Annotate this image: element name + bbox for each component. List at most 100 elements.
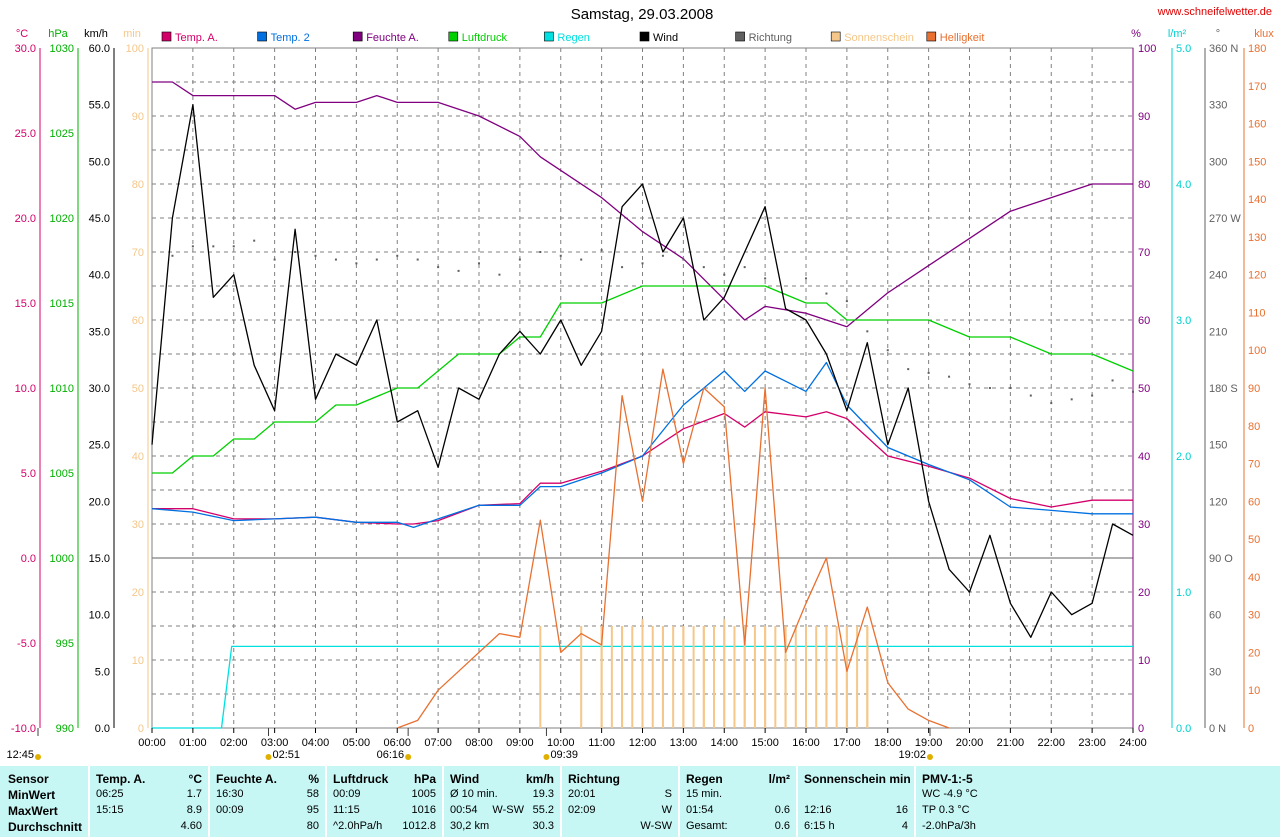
sunshine-axis-tick: 70 [132, 247, 144, 259]
stats-row: ^2.0hPa/h 1012.8 [327, 820, 442, 836]
legend-swatch [257, 31, 267, 42]
right-axes: 1009080706050403020100%5.04.03.02.01.00.… [1131, 28, 1274, 735]
sunshine-axis-tick: 0 [138, 723, 144, 735]
humidity-axis-tick: 90 [1138, 111, 1150, 123]
legend-swatch [735, 31, 745, 42]
legend-label: Luftdruck [462, 32, 508, 44]
wind-axis-tick: 0.0 [95, 723, 110, 735]
direction-point [559, 254, 562, 257]
x-tick-label: 09:00 [506, 737, 534, 749]
wind-axis-tick: 5.0 [95, 666, 110, 678]
humidity-axis-tick: 0 [1138, 723, 1144, 735]
stats-cell-value: 1016 [411, 804, 436, 816]
stats-cell-value: 19.3 [532, 788, 554, 800]
stats-header-label: Regen [686, 772, 723, 786]
direction-point [171, 254, 174, 257]
pressure-axis-tick: 1000 [50, 553, 74, 565]
x-tick-label: 20:00 [956, 737, 984, 749]
legend-label: Feuchte A. [366, 32, 419, 44]
stats-row: 11:15 1016 [327, 804, 442, 820]
x-tick-label: 16:00 [792, 737, 820, 749]
direction-axis-tick: 120 [1209, 496, 1227, 508]
stats-cell-time: 06:25 [96, 788, 124, 800]
humidity-axis-tick: 40 [1138, 451, 1150, 463]
direction-point [334, 258, 337, 261]
sunset-marker-label: 19:02 [898, 749, 926, 761]
brightness-axis-unit: klux [1254, 28, 1274, 40]
x-tick-label: 07:00 [424, 737, 452, 749]
stats-header-label: Temp. A. [96, 772, 146, 786]
x-tick-label: 14:00 [710, 737, 738, 749]
stats-row-label: MaxWert [0, 804, 88, 820]
temp-axis-tick: 5.0 [21, 468, 36, 480]
direction-point [866, 330, 869, 333]
brightness-axis-tick: 10 [1248, 685, 1260, 697]
direction-point [1132, 390, 1134, 393]
rain-axis-tick: 3.0 [1176, 315, 1191, 327]
series-line [151, 361, 1133, 529]
direction-point [1050, 402, 1053, 405]
direction-axis-tick: 300 [1209, 156, 1227, 168]
pressure-axis-tick: 1030 [50, 43, 74, 55]
stats-cell-time: 30,2 km [450, 820, 490, 832]
stats-col-hum: Feuchte A.% 16:30 58 00:09 95 80 [208, 766, 325, 837]
stats-row-name: MinWert [8, 788, 56, 802]
site-link[interactable]: www.schneifelwetter.de [1157, 6, 1272, 18]
stats-cell-time: Ø 10 min. [450, 788, 498, 800]
x-tick-label: 11:00 [588, 737, 615, 749]
sunshine-axis-tick: 10 [132, 655, 144, 667]
legend-label: Wind [653, 32, 678, 44]
sunrise-marker-icon [405, 754, 412, 760]
event-marker-b-icon [543, 754, 550, 760]
stats-header-unit: °C [188, 772, 202, 786]
stats-cell-value: 4.60 [180, 820, 202, 832]
stats-header-unit: km/h [525, 772, 554, 786]
humidity-axis-tick: 80 [1138, 179, 1150, 191]
x-tick-label: 13:00 [670, 737, 698, 749]
stats-header-unit: % [308, 772, 319, 786]
direction-point [457, 269, 460, 272]
stats-header: Regen l/m² [680, 772, 796, 788]
wind-axis-tick: 60.0 [89, 43, 110, 55]
stats-header-label: Richtung [568, 772, 620, 786]
stats-header: Temp. A. °C [90, 772, 208, 788]
brightness-axis-tick: 130 [1248, 232, 1266, 244]
stats-cell-value: 30.3 [532, 820, 554, 832]
sunshine-axis-tick: 80 [132, 179, 144, 191]
direction-axis-tick: 150 [1209, 440, 1227, 452]
wind-axis-tick: 25.0 [89, 440, 110, 452]
stats-col-temp: Temp. A. °C 06:25 1.7 15:15 8.9 4.60 [88, 766, 208, 837]
sunshine-axis-tick: 20 [132, 587, 144, 599]
series-layer [151, 81, 1134, 729]
stats-row: 16:30 58 [210, 788, 325, 804]
stats-row: 01:54 0.6 [680, 804, 796, 820]
stats-row-label: MinWert [0, 788, 88, 804]
stats-header: Feuchte A.% [210, 772, 325, 788]
brightness-axis-tick: 150 [1248, 156, 1266, 168]
legend-label: Temp. 2 [271, 32, 310, 44]
humidity-axis-tick: 70 [1138, 247, 1150, 259]
direction-point [682, 258, 685, 261]
stats-row: W-SW [562, 820, 678, 836]
stats-cell-value: 0.6 [774, 820, 790, 832]
direction-point [661, 254, 664, 257]
stats-cell-value: 8.9 [186, 804, 202, 816]
direction-point [191, 245, 194, 248]
direction-point [1009, 387, 1012, 389]
stats-header-label: Luftdruck [333, 772, 389, 786]
stats-cell-value: 58 [306, 788, 319, 800]
stats-col-press: Luftdruck hPa 00:09 1005 11:15 1016 ^2.0hPa/h 1… [325, 766, 442, 837]
x-tick-label: 24:00 [1119, 737, 1147, 749]
stats-col-sun: Sonnenschein min 12:16 16 6:15 h 4 [796, 766, 914, 837]
stats-row-name: MaxWert [8, 804, 58, 818]
stats-cell-value: 4 [901, 820, 908, 832]
wind-axis-unit: km/h [84, 28, 108, 40]
direction-point [1070, 398, 1073, 401]
stats-cell-time: 00:09 [333, 788, 361, 800]
brightness-axis-tick: 50 [1248, 534, 1260, 546]
x-axis: 00:00 01:00 02:00 03:00 04:00 05:00 06:00 07:00… [6, 728, 1147, 761]
event-marker-a-icon [265, 754, 272, 760]
x-tick-label: 10:00 [547, 737, 575, 749]
stats-col-wind: Wind km/h Ø 10 min. 19.3 00:54 W-SW 55.2 30,2 k… [442, 766, 560, 837]
legend-swatch [926, 31, 937, 42]
